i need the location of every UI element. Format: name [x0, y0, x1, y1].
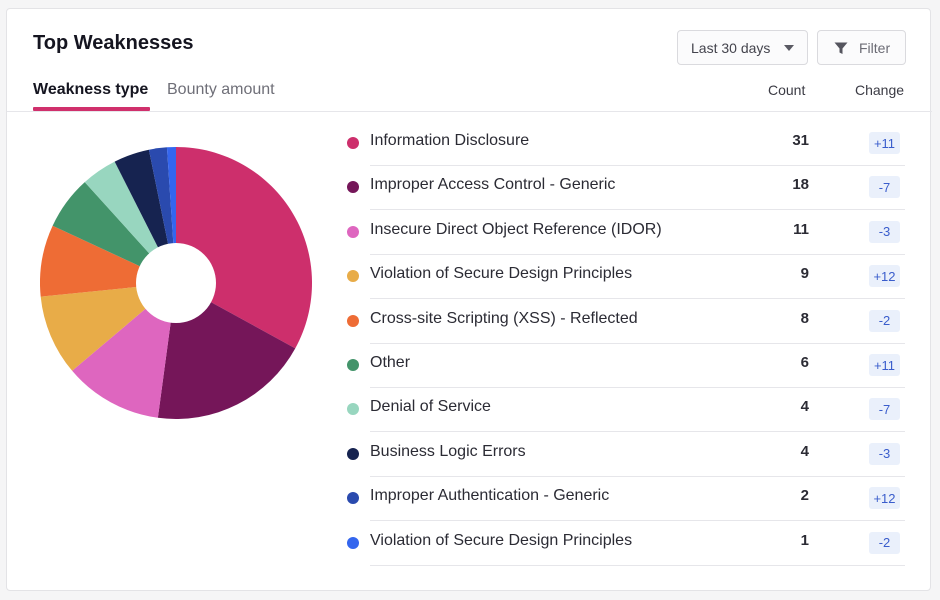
weakness-row[interactable]: Other 6 +11 [347, 343, 905, 388]
legend-dot [347, 359, 359, 371]
weakness-count: 1 [800, 531, 809, 549]
weakness-count: 9 [800, 265, 809, 283]
legend-dot [347, 181, 359, 194]
weakness-count: 6 [800, 354, 809, 371]
top-weaknesses-card: Top Weaknesses Last 30 days Filter Weakn… [6, 8, 932, 591]
change-badge: -3 [869, 220, 900, 243]
pie-slice[interactable] [72, 283, 176, 418]
change-badge: -2 [869, 531, 900, 554]
weakness-row[interactable]: Violation of Secure Design Principles 9 +1… [347, 254, 905, 300]
weakness-count: 31 [792, 132, 809, 149]
weakness-name: Improper Access Control - Generic [370, 176, 616, 194]
weakness-name: Violation of Secure Design Principles [370, 531, 633, 549]
filter-label: Filter [859, 40, 891, 56]
pie-slice[interactable] [40, 283, 177, 371]
weakness-count: 2 [800, 487, 809, 505]
weakness-row[interactable]: Denial of Service 4 -7 [347, 387, 905, 433]
change-badge: +12 [869, 265, 900, 288]
filter-button[interactable]: Filter [817, 30, 906, 65]
weakness-name: Other [370, 354, 411, 371]
change-badge: +11 [869, 354, 900, 376]
weakness-count: 4 [800, 442, 809, 460]
change-badge: -7 [869, 176, 900, 199]
legend-dot [347, 270, 359, 283]
weakness-name: Business Logic Errors [370, 442, 526, 460]
change-badge: +11 [869, 132, 900, 154]
weakness-count: 8 [800, 309, 809, 327]
column-header-count[interactable]: Count [768, 82, 806, 98]
caret-down-icon [784, 45, 794, 51]
card-title: Top Weaknesses [33, 32, 194, 54]
weakness-row[interactable]: Insecure Direct Object Reference (IDOR) 1… [347, 210, 905, 255]
weakness-count: 4 [800, 398, 809, 416]
weakness-name: Improper Authentication - Generic [370, 487, 610, 505]
weakness-row[interactable]: Business Logic Errors 4 -3 [347, 432, 905, 477]
funnel-icon [834, 42, 848, 54]
weakness-name: Information Disclosure [370, 132, 530, 149]
change-badge: -2 [869, 309, 900, 332]
weakness-name: Violation of Secure Design Principles [370, 265, 633, 283]
weakness-pie-chart [40, 147, 312, 419]
tab-bounty-amount[interactable]: Bounty amount [167, 81, 275, 98]
weakness-row[interactable]: Information Disclosure 31 +11 [347, 121, 905, 166]
legend-dot [347, 225, 359, 238]
weakness-row[interactable]: Improper Authentication - Generic 2 +12 [347, 476, 905, 522]
weakness-row[interactable]: Improper Access Control - Generic 18 -7 [347, 165, 905, 211]
change-badge: -3 [869, 442, 900, 465]
weakness-name: Insecure Direct Object Reference (IDOR) [370, 220, 662, 238]
weakness-count: 11 [793, 220, 809, 238]
column-header-change[interactable]: Change [855, 82, 905, 98]
tab-bar: Weakness type Bounty amount [7, 79, 932, 112]
tab-weakness-type[interactable]: Weakness type [33, 81, 149, 98]
change-badge: +12 [869, 487, 900, 510]
weakness-row[interactable]: Violation of Secure Design Principles 1 -2 [347, 521, 905, 566]
date-range-dropdown[interactable]: Last 30 days [677, 30, 808, 65]
legend-dot [347, 447, 359, 460]
legend-dot [347, 403, 359, 416]
weakness-name: Cross-site Scripting (XSS) - Reflected [370, 309, 638, 327]
active-tab-indicator [33, 107, 150, 111]
legend-dot [347, 536, 359, 549]
weakness-count: 18 [792, 176, 809, 194]
pie-center-hole [136, 243, 216, 323]
legend-dot [347, 492, 359, 505]
date-range-label: Last 30 days [691, 39, 771, 56]
weakness-name: Denial of Service [370, 398, 491, 416]
legend-dot [347, 137, 359, 149]
change-badge: -7 [869, 398, 900, 421]
legend-dot [347, 314, 359, 327]
weakness-row[interactable]: Cross-site Scripting (XSS) - Reflected 8 -… [347, 299, 905, 344]
